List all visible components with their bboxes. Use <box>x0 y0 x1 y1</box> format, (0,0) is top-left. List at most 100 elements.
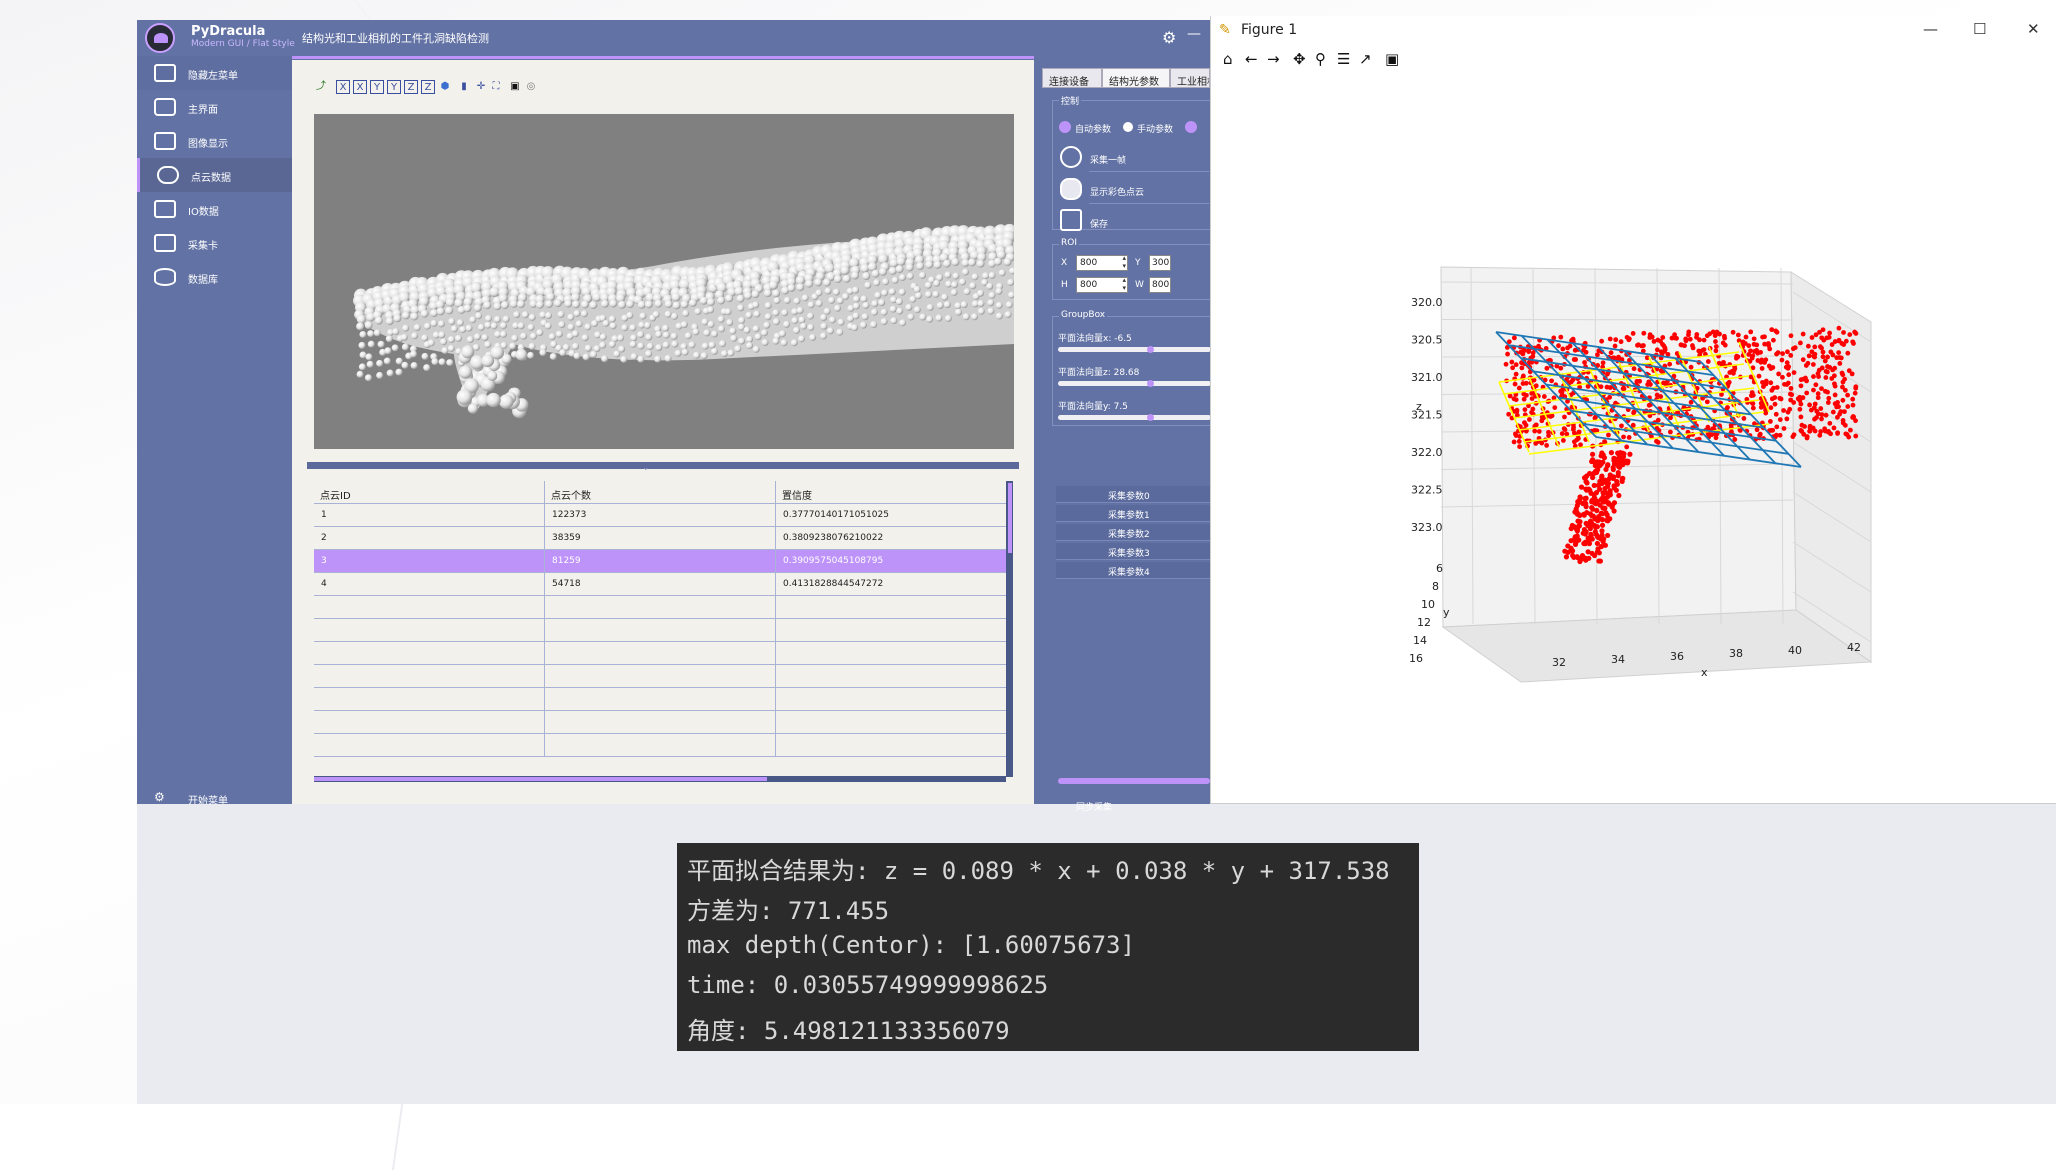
reset-icon[interactable]: ⛶ <box>492 81 500 92</box>
sidebar-item-pointcloud[interactable]: 点云数据 <box>137 158 292 192</box>
data-point <box>1564 431 1570 437</box>
data-point <box>1836 338 1842 344</box>
data-point <box>1694 385 1700 391</box>
save-icon[interactable]: ▣ <box>1385 50 1400 68</box>
scrollbar-thumb[interactable] <box>314 777 767 781</box>
save-icon[interactable]: ▣ <box>510 81 520 92</box>
table-header-id[interactable]: 点云ID <box>314 481 545 504</box>
view-x-icon[interactable]: X <box>336 80 350 94</box>
view-y-icon[interactable]: Y <box>370 80 384 94</box>
tab-structured-light[interactable]: 结构光参数 <box>1102 68 1170 88</box>
data-point <box>1774 424 1780 430</box>
screenshot-icon[interactable]: ◎ <box>526 81 536 92</box>
home-icon[interactable]: ⌂ <box>1223 50 1233 68</box>
view-neg-z-icon[interactable]: Z <box>421 80 435 94</box>
slider-handle[interactable] <box>1147 380 1154 387</box>
sidebar-item-capture-card[interactable]: 采集卡 <box>137 226 292 260</box>
close-button[interactable]: ✕ <box>2027 20 2040 38</box>
y-tick-label: 14 <box>1413 634 1427 647</box>
forward-arrow-icon[interactable]: → <box>1267 50 1280 68</box>
chevron-down-icon[interactable]: ⌄ <box>642 463 650 473</box>
data-point <box>1819 412 1825 418</box>
data-point <box>1571 430 1577 436</box>
table-row-empty[interactable] <box>314 734 1006 757</box>
table-row-empty[interactable] <box>314 619 1006 642</box>
slider-handle[interactable] <box>1147 414 1154 421</box>
data-point <box>1752 348 1758 354</box>
save-icon[interactable] <box>1060 209 1082 231</box>
table-header-confidence[interactable]: 置信度 <box>776 481 1006 504</box>
roi-w-input[interactable]: 800 <box>1149 277 1171 293</box>
data-point <box>1658 349 1664 355</box>
auto-radio[interactable] <box>1059 121 1071 133</box>
sidebar-item-io[interactable]: IO数据 <box>137 192 292 226</box>
table-cell <box>314 688 545 711</box>
param-button-3[interactable]: 采集参数3 <box>1056 543 1210 560</box>
pan-icon[interactable]: ✥ <box>1293 50 1306 68</box>
param-button-4[interactable]: 采集参数4 <box>1056 562 1210 579</box>
sidebar-item-home[interactable]: 主界面 <box>137 90 292 124</box>
fit-icon[interactable]: ✛ <box>476 81 486 92</box>
scrollbar-thumb[interactable] <box>1008 483 1012 553</box>
view-neg-y-icon[interactable]: Y <box>387 80 401 94</box>
table-row-empty[interactable] <box>314 688 1006 711</box>
view-z-icon[interactable]: Z <box>404 80 418 94</box>
minimize-button[interactable]: — <box>1187 26 1201 42</box>
table-header-count[interactable]: 点云个数 <box>545 481 776 504</box>
color-pointcloud-button[interactable]: 显示彩色点云 <box>1090 188 1145 198</box>
normal-y-slider[interactable] <box>1058 415 1211 420</box>
gear-icon[interactable]: ⚙ <box>1162 28 1177 47</box>
param-button-2[interactable]: 采集参数2 <box>1056 524 1210 541</box>
sidebar-item-image[interactable]: 图像显示 <box>137 124 292 158</box>
roi-y-input[interactable]: 300 <box>1149 255 1171 271</box>
palette-icon[interactable] <box>1060 178 1082 200</box>
check-radio[interactable] <box>1185 121 1197 133</box>
table-vertical-scrollbar[interactable] <box>1006 481 1013 777</box>
table-row[interactable]: 2 38359 0.3809238076210022 <box>314 527 1006 550</box>
configure-icon[interactable]: ☰ <box>1337 50 1351 68</box>
table-row-empty[interactable] <box>314 711 1006 734</box>
view-iso-icon[interactable]: ⬢ <box>440 81 450 92</box>
table-row-empty[interactable] <box>314 596 1006 619</box>
back-arrow-icon[interactable]: ← <box>1245 50 1258 68</box>
table-row[interactable]: 1 122373 0.37770140171051025 <box>314 504 1006 527</box>
console-output: 平面拟合结果为: z = 0.089 * x + 0.038 * y + 317… <box>677 843 1419 1051</box>
data-point <box>1560 346 1566 352</box>
axes-icon[interactable]: ⤴ <box>316 81 326 92</box>
pointcloud-viewer[interactable] <box>314 114 1014 449</box>
data-point <box>1832 383 1838 389</box>
roi-h-input[interactable]: 800 <box>1076 276 1128 293</box>
3d-plot[interactable]: 320.0 320.5 321.0 321.5 322.0 322.5 323.0 z 6 8 10… <box>1211 72 2056 804</box>
slider-handle[interactable] <box>1147 346 1154 353</box>
tab-industrial-camera[interactable]: 工业相机 <box>1170 68 1210 88</box>
power-icon[interactable] <box>1060 146 1082 168</box>
sidebar-item-toggle[interactable]: 隐藏左菜单 <box>137 56 292 90</box>
normal-z-slider[interactable] <box>1058 381 1211 386</box>
table-row-empty[interactable] <box>314 665 1006 688</box>
splitter-handle[interactable] <box>307 462 1019 469</box>
table-row-empty[interactable] <box>314 642 1006 665</box>
sidebar-item-database[interactable]: 数据库 <box>137 260 292 294</box>
param-button-0[interactable]: 采集参数0 <box>1056 486 1210 503</box>
minimize-button[interactable]: — <box>1923 20 1938 38</box>
data-point <box>1621 434 1626 440</box>
param-button-1[interactable]: 采集参数1 <box>1056 505 1210 522</box>
tab-connect-device[interactable]: 连接设备 <box>1042 68 1102 88</box>
normal-x-slider[interactable] <box>1058 347 1211 352</box>
data-point <box>1812 344 1818 350</box>
table-row-selected[interactable]: 3 81259 0.3909575045108795 <box>314 550 1006 573</box>
data-point <box>1710 426 1716 432</box>
capture-frame-button[interactable]: 采集一帧 <box>1090 156 1127 166</box>
sidebar-item-start-menu[interactable]: ⚙ 开始菜单 <box>137 792 292 804</box>
parallel-icon[interactable]: ▮ <box>461 81 467 92</box>
view-neg-x-icon[interactable]: X <box>353 80 367 94</box>
data-point <box>1570 336 1576 342</box>
table-row[interactable]: 4 54718 0.4131828844547272 <box>314 573 1006 596</box>
save-button[interactable]: 保存 <box>1090 220 1109 230</box>
maximize-button[interactable]: ☐ <box>1973 20 1987 38</box>
edit-axes-icon[interactable]: ↗ <box>1359 50 1372 68</box>
sync-capture-button[interactable]: 同步采集 <box>1076 803 1113 813</box>
zoom-icon[interactable]: ⚲ <box>1315 50 1326 68</box>
manual-radio[interactable] <box>1123 122 1133 132</box>
roi-x-input[interactable]: 800 <box>1076 254 1128 271</box>
